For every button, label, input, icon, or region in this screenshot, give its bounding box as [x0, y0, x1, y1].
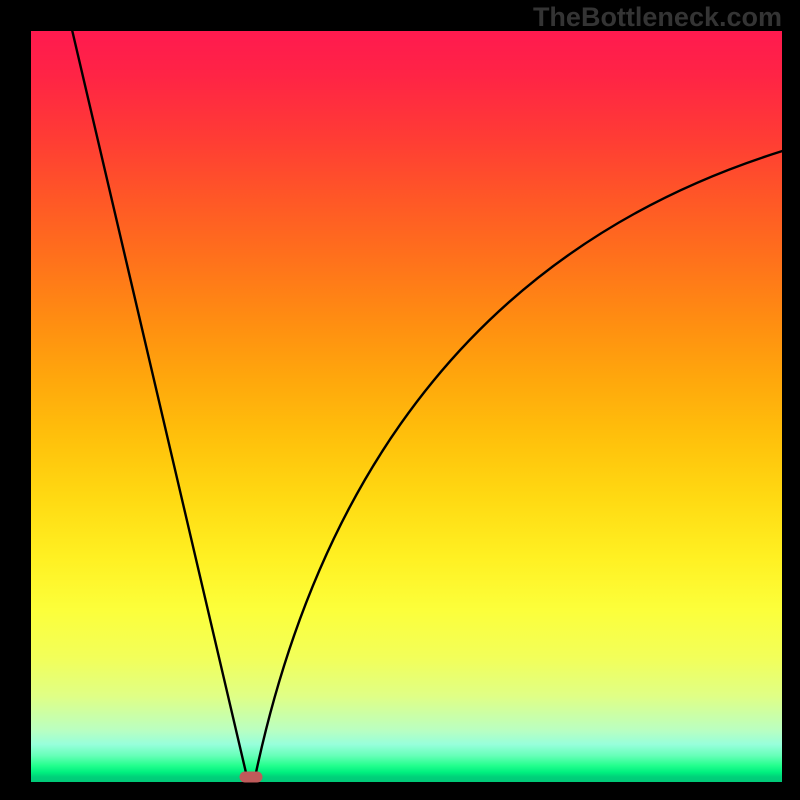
curve-path — [72, 31, 782, 778]
optimal-point-marker — [240, 772, 263, 783]
plot-area — [31, 31, 782, 782]
watermark-text: TheBottleneck.com — [533, 2, 782, 33]
bottleneck-curve — [31, 31, 782, 782]
